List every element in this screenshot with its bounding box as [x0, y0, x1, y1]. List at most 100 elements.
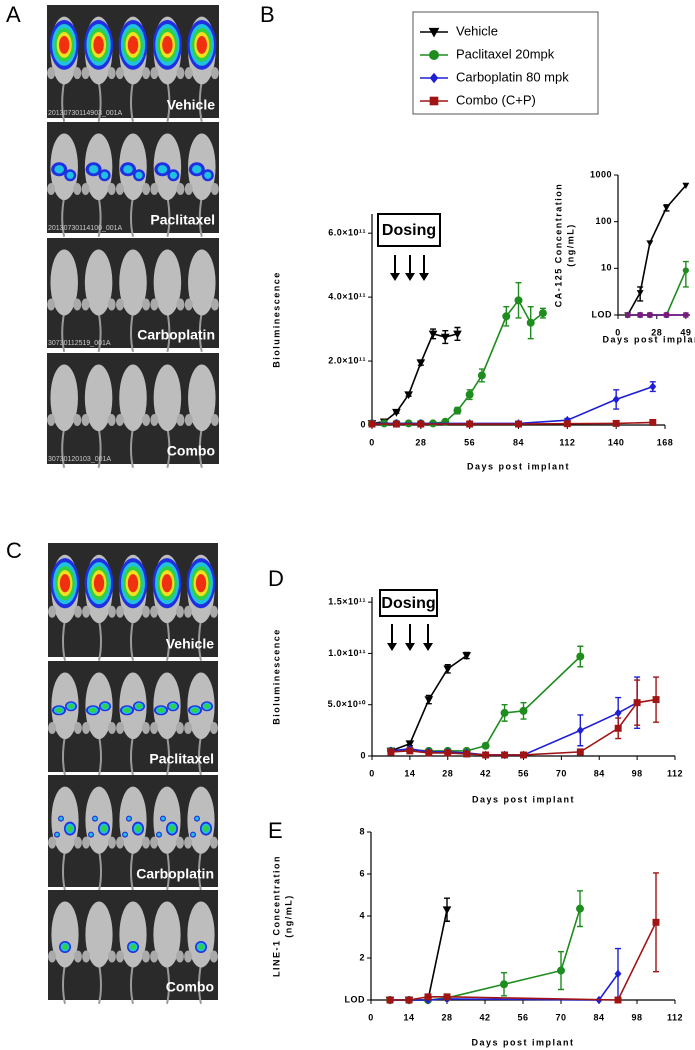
- mouse-body: [153, 672, 181, 740]
- mouse-tail: [198, 312, 203, 353]
- marker: [682, 182, 690, 189]
- x-tick-label: 49: [680, 327, 691, 337]
- signal: [162, 35, 173, 54]
- mouse-leg: [209, 605, 218, 618]
- signal: [204, 703, 210, 709]
- y-tick-label: 4: [359, 910, 365, 920]
- signal: [66, 171, 74, 179]
- marker: [614, 724, 622, 732]
- marker: [406, 747, 414, 755]
- mouse-leg: [175, 950, 184, 963]
- marker: [416, 359, 426, 368]
- series-line: [390, 655, 581, 752]
- x-tick-label: 14: [403, 1012, 414, 1022]
- marker: [647, 312, 653, 318]
- y-tick-label: 0: [360, 419, 366, 429]
- marker: [481, 741, 490, 750]
- signal: [93, 574, 105, 593]
- mouse-leg: [82, 950, 91, 963]
- signal: [127, 816, 131, 821]
- marker: [614, 996, 622, 1004]
- mouse-leg: [115, 67, 124, 80]
- x-tick-label: 28: [442, 768, 453, 778]
- x-tick-label: 112: [559, 437, 575, 447]
- marker: [514, 296, 523, 305]
- y-axis-label: Bioluminescence: [271, 271, 281, 368]
- marker: [576, 904, 584, 913]
- panel-label: Carboplatin: [136, 866, 214, 882]
- mouse-leg: [141, 950, 150, 963]
- mouse-leg: [73, 836, 82, 849]
- mouse-tail: [98, 619, 102, 661]
- marker: [519, 706, 528, 715]
- mouse-leg: [48, 605, 57, 618]
- marker: [417, 420, 425, 428]
- annotation-box: [377, 213, 441, 247]
- mouse-leg: [73, 605, 82, 618]
- signal: [68, 703, 74, 709]
- marker: [501, 751, 509, 759]
- mouse-leg: [150, 183, 159, 196]
- x-tick-label: 0: [368, 1012, 374, 1022]
- x-tick-label: 42: [479, 1012, 490, 1022]
- mouse-tail: [198, 196, 203, 237]
- marker: [424, 993, 432, 1001]
- x-tick-label: 56: [464, 437, 475, 447]
- mouse-leg: [150, 722, 159, 735]
- mouse-leg: [175, 722, 184, 735]
- marker: [624, 312, 631, 318]
- signal: [157, 707, 165, 713]
- marker: [526, 318, 535, 327]
- mouse-leg: [107, 67, 116, 80]
- marker: [453, 406, 462, 415]
- y-axis-label: (ng/mL): [565, 223, 575, 267]
- signal: [67, 825, 73, 832]
- series-line: [371, 332, 458, 425]
- signal: [89, 832, 93, 837]
- signal: [58, 35, 70, 54]
- mouse-leg: [73, 950, 82, 963]
- marker: [442, 906, 452, 915]
- mouse-leg: [184, 67, 193, 80]
- signal: [192, 165, 202, 174]
- mouse-body: [50, 249, 78, 316]
- mouse-leg: [176, 183, 185, 196]
- mouse-leg: [115, 414, 124, 427]
- signal: [157, 165, 168, 174]
- mouse-tail: [130, 735, 134, 776]
- mouse-tail: [166, 312, 171, 353]
- mouse-body: [50, 364, 78, 432]
- panel-letter: E: [268, 818, 283, 843]
- mouse-body: [153, 364, 182, 432]
- mouse-leg: [176, 414, 185, 427]
- x-tick-label: 28: [415, 437, 426, 447]
- mouse-leg: [81, 67, 90, 80]
- mouse-tail: [130, 427, 134, 468]
- mouse-leg: [142, 67, 151, 80]
- mouse-leg: [184, 605, 193, 618]
- signal: [195, 574, 207, 593]
- marker: [576, 726, 584, 735]
- mouse-tail: [166, 619, 170, 661]
- mouse-leg: [184, 950, 193, 963]
- signal: [191, 832, 195, 837]
- mouse-leg: [47, 414, 56, 427]
- mouse-leg: [150, 414, 159, 427]
- mouse-body: [187, 672, 215, 740]
- marker: [614, 708, 622, 718]
- marker: [368, 420, 376, 428]
- y-tick-label: 6.0×10¹¹: [328, 228, 366, 238]
- mouse-leg: [175, 605, 184, 618]
- mouse-leg: [184, 298, 193, 311]
- x-tick-label: 28: [651, 327, 662, 337]
- marker: [614, 969, 622, 979]
- mouse-leg: [116, 950, 125, 963]
- mouse-leg: [47, 67, 56, 80]
- y-tick-label: 2: [359, 952, 365, 962]
- mouse-leg: [107, 836, 116, 849]
- series-line: [626, 184, 687, 316]
- y-tick-label: 10: [601, 263, 612, 273]
- mouse-tail: [98, 850, 102, 891]
- signal: [136, 703, 142, 709]
- annotation: Dosing: [381, 595, 435, 612]
